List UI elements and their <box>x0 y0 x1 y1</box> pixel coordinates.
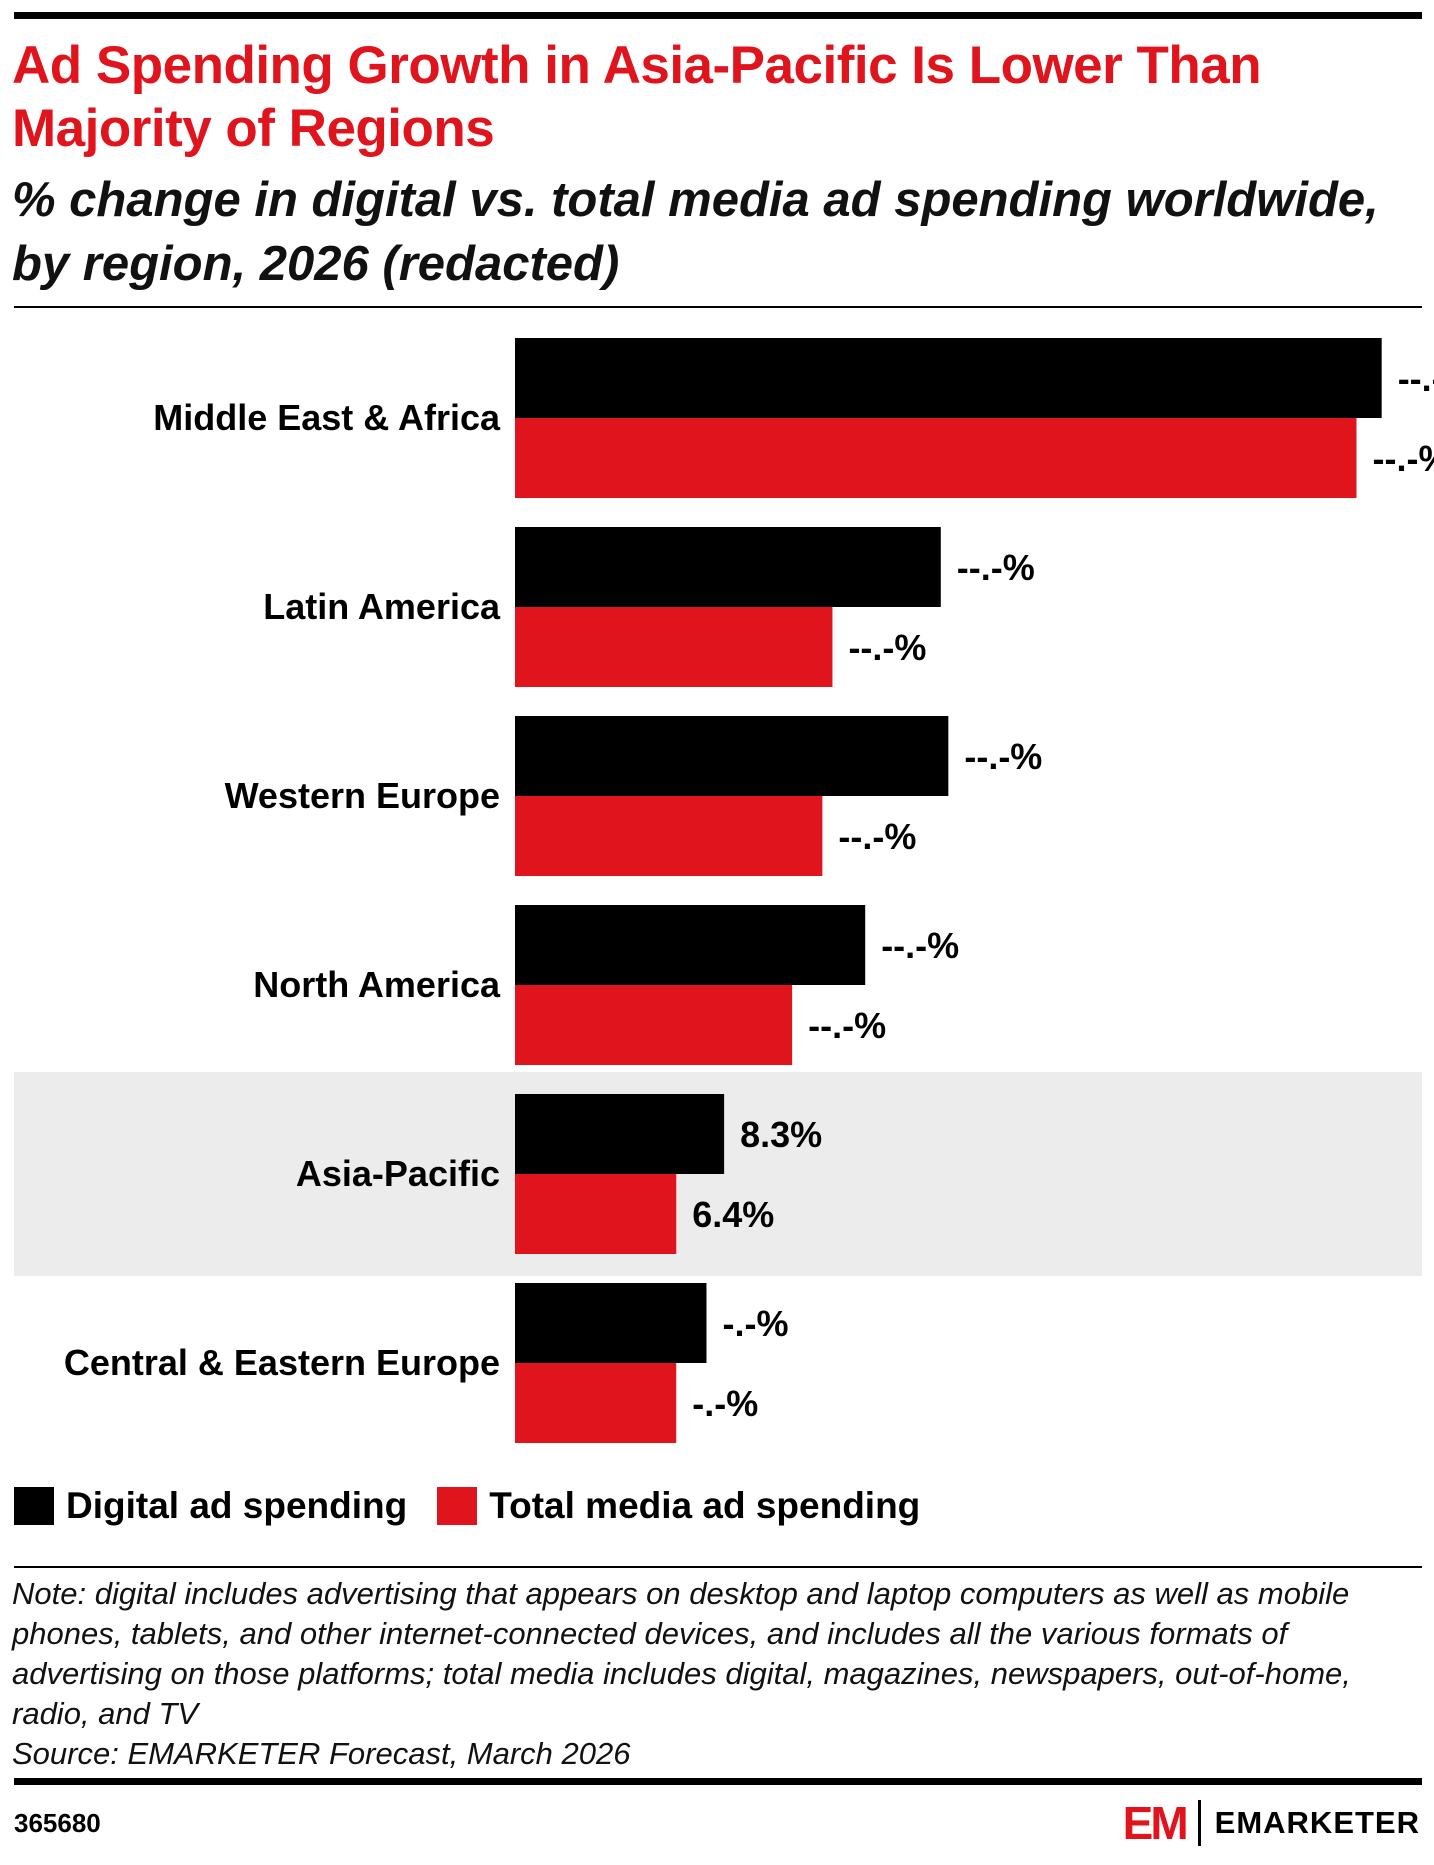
digital-bar-middle-east-africa <box>515 338 1382 418</box>
total-bar-latin-america <box>515 607 833 687</box>
legend-swatch-digital <box>14 1487 54 1525</box>
legend-item-total: Total media ad spending <box>437 1485 920 1527</box>
digital-value-label: --.-% <box>881 925 959 966</box>
total-value-label: --.-% <box>848 627 926 668</box>
total-bar-middle-east-africa <box>515 418 1357 498</box>
total-bar-north-america <box>515 985 793 1065</box>
legend-item-digital: Digital ad spending <box>14 1485 407 1527</box>
category-label: Latin America <box>263 586 501 627</box>
bar-chart: Middle East & Africa --.-% --.-% Latin Amer… <box>14 338 1434 1443</box>
logo-divider <box>1197 1800 1201 1846</box>
chart-title: Ad Spending Growth in Asia-Pacific Is Lo… <box>12 36 1262 158</box>
total-value-label: --.-% <box>838 816 916 857</box>
legend-swatch-total <box>437 1487 478 1525</box>
brand-logo: EM EMARKETER <box>1123 1796 1420 1850</box>
brand-mark: EM <box>1122 1797 1189 1849</box>
digital-value-label: 8.3% <box>740 1114 822 1155</box>
top-rule <box>14 12 1422 19</box>
total-value-label: -.-% <box>692 1383 758 1424</box>
note-text: Note: digital includes advertising that … <box>12 1576 1351 1731</box>
total-value-label: --.-% <box>1372 438 1434 479</box>
subtitle-rule <box>14 306 1422 308</box>
digital-value-label: --.-% <box>964 736 1042 777</box>
digital-bar-central-eastern-europe <box>515 1283 707 1363</box>
digital-bar-north-america <box>515 905 866 985</box>
note-rule <box>14 1566 1422 1568</box>
total-value-label: --.-% <box>808 1005 886 1046</box>
total-value-label: 6.4% <box>692 1194 774 1235</box>
digital-bar-latin-america <box>515 527 941 607</box>
digital-bar-asia-pacific <box>515 1094 725 1174</box>
source-text: Source: EMARKETER Forecast, March 2026 <box>12 1736 631 1771</box>
brand-name: EMARKETER <box>1214 1805 1420 1840</box>
category-label: Western Europe <box>225 775 500 816</box>
digital-value-label: --.-% <box>957 547 1035 588</box>
footnote: Note: digital includes advertising that … <box>12 1574 1422 1774</box>
legend: Digital ad spending Total media ad spend… <box>14 1482 950 1530</box>
chart-subtitle: % change in digital vs. total media ad s… <box>12 173 1379 291</box>
total-bar-western-europe <box>515 796 823 876</box>
legend-label-digital: Digital ad spending <box>66 1485 408 1526</box>
digital-bar-western-europe <box>515 716 949 796</box>
legend-label-total: Total media ad spending <box>489 1485 921 1526</box>
bottom-rule <box>14 1778 1422 1785</box>
chart-id: 365680 <box>14 1808 101 1838</box>
total-bar-central-eastern-europe <box>515 1363 677 1443</box>
digital-value-label: -.-% <box>722 1303 788 1344</box>
digital-value-label: --.-% <box>1398 358 1434 399</box>
category-label: Asia-Pacific <box>296 1153 500 1194</box>
category-label: Central & Eastern Europe <box>64 1342 500 1383</box>
category-label: North America <box>253 964 501 1005</box>
category-label: Middle East & Africa <box>153 397 501 438</box>
total-bar-asia-pacific <box>515 1174 677 1254</box>
